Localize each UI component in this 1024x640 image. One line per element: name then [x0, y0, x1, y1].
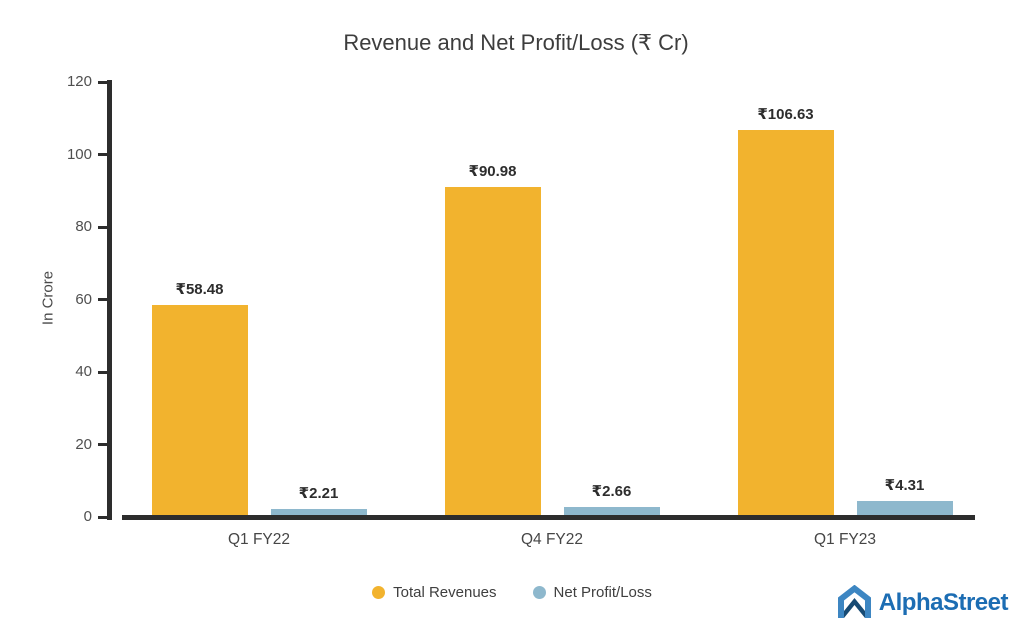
x-axis-category-label: Q1 FY23 — [813, 531, 877, 548]
legend-item-net-profit-loss: Net Profit/Loss — [532, 584, 652, 601]
alphastreet-logo-text: AlphaStreet — [878, 588, 1009, 616]
y-axis-tick-label: 0 — [83, 508, 92, 525]
bar-value-label: ₹4.31 — [884, 477, 925, 495]
legend-marker-icon — [532, 586, 546, 599]
x-axis-category-label: Q1 FY22 — [227, 531, 291, 548]
legend-label: Net Profit/Loss — [553, 584, 652, 601]
y-axis-tick-label: 80 — [75, 218, 92, 235]
y-axis-tick — [98, 298, 108, 301]
bar-total-revenues-q4-fy22 — [444, 187, 541, 517]
x-axis-category-label: Q4 FY22 — [520, 531, 584, 548]
chart-title: Revenue and Net Profit/Loss (₹ Cr) — [343, 30, 689, 55]
y-axis-tick — [98, 80, 108, 84]
bar-net-profit-loss-q4-fy22 — [563, 507, 660, 517]
x-axis-line — [122, 515, 975, 520]
y-axis-tick-label: 120 — [66, 73, 92, 90]
legend-label: Total Revenues — [393, 584, 497, 601]
y-axis-tick — [98, 153, 108, 156]
bar-total-revenues-q1-fy22 — [151, 305, 248, 517]
bar-value-label: ₹58.48 — [175, 281, 224, 298]
y-axis-tick-label: 20 — [75, 435, 92, 453]
y-axis-tick — [98, 225, 108, 229]
legend-marker-icon — [372, 586, 386, 599]
y-axis-tick-label: 100 — [66, 145, 92, 163]
bar-total-revenues-q1-fy23 — [737, 130, 834, 517]
bar-value-label: ₹90.98 — [468, 163, 517, 181]
legend-item-total-revenues: Total Revenues — [372, 584, 497, 601]
y-axis-tick — [98, 515, 108, 519]
y-axis-tick-label: 40 — [75, 363, 92, 380]
bar-net-profit-loss-q1-fy23 — [856, 501, 953, 517]
y-axis-tick — [98, 370, 108, 374]
legend: Total Revenues Net Profit/Loss — [0, 584, 1024, 601]
bar-net-profit-loss-q1-fy22 — [270, 508, 367, 517]
bar-value-label: ₹2.66 — [591, 483, 632, 501]
alphastreet-logo: AlphaStreet — [837, 585, 1009, 620]
y-axis-line — [107, 80, 112, 520]
bar-value-label: ₹2.21 — [298, 484, 339, 502]
y-axis-tick-label: 60 — [75, 290, 92, 308]
y-axis-tick — [98, 443, 108, 446]
bar-value-label: ₹106.63 — [757, 106, 814, 124]
alphastreet-logo-icon — [837, 585, 871, 618]
